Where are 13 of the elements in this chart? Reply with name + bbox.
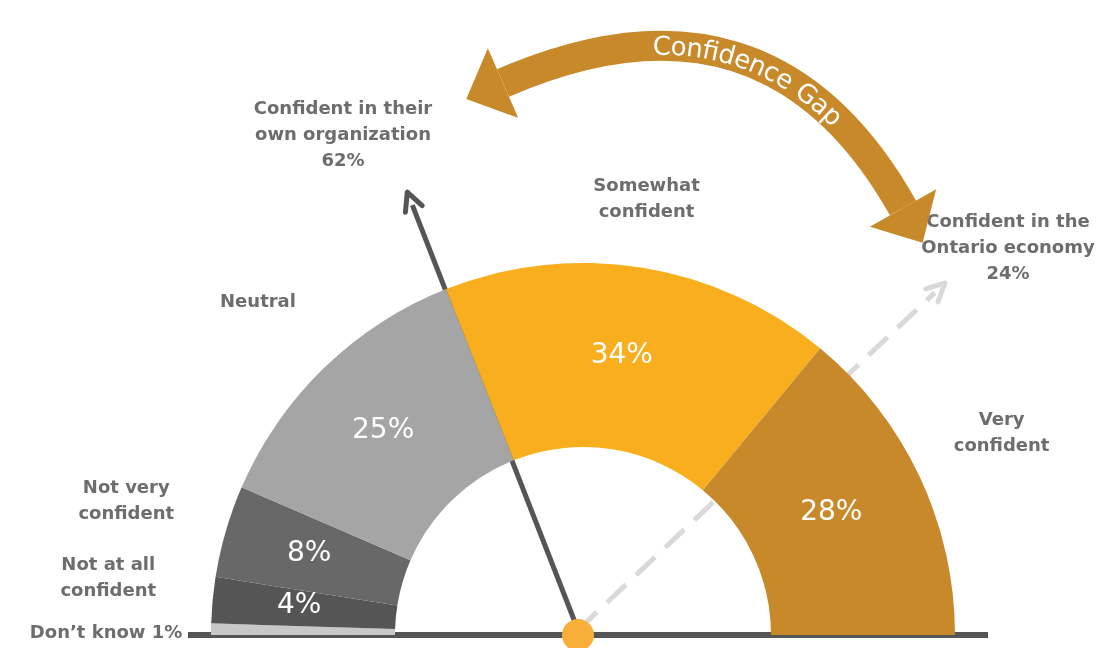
slice-label: Not at all confident [60,552,157,600]
data-label: 8% [286,535,332,569]
slice-label: Don’t know 1% [29,620,183,642]
data-label: 28% [800,494,863,528]
slice-label: Neutral [220,289,296,311]
text: Confident in their own organization 62% [253,96,433,170]
data-label: 4% [277,587,322,621]
slice-label: Very confident [953,407,1050,455]
data-label: 25% [352,412,415,446]
text: Confident in the Ontario economy 24% [921,209,1095,283]
slice-label: Somewhat confident [593,173,701,221]
data-label: 34% [590,336,653,370]
slice-label: Not very confident [78,475,175,523]
